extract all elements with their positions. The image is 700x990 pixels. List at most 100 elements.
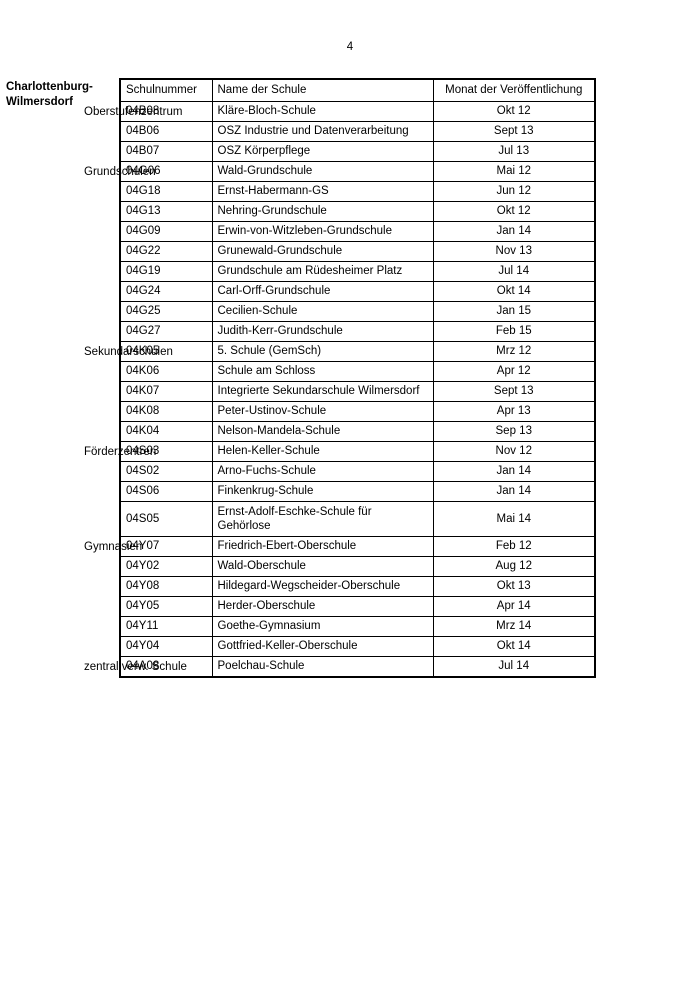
cell-school-name: OSZ Körperpflege <box>211 141 434 162</box>
cell-publication-month: Okt 14 <box>432 636 596 657</box>
cell-school-name: Peter-Ustinov-Schule <box>211 401 434 422</box>
table-row: 04G06 Wald-Grundschule Mai 12 <box>119 161 596 182</box>
cell-school-number: 04G27 <box>119 321 213 342</box>
table-and-labels: Charlottenburg- Wilmersdorf Schulnummer … <box>0 78 700 678</box>
table-row: 04S03 Helen-Keller-Schule Nov 12 <box>119 441 596 462</box>
cell-school-number: 04G09 <box>119 221 213 242</box>
cell-school-name: Poelchau-Schule <box>211 656 434 678</box>
table-row: 04Y04 Gottfried-Keller-Oberschule Okt 14 <box>119 636 596 657</box>
cell-school-name: Friedrich-Ebert-Oberschule <box>211 536 434 557</box>
table-row: 04G18 Ernst-Habermann-GS Jun 12 <box>119 181 596 202</box>
cell-school-number: 04Y05 <box>119 596 213 617</box>
table-row: 04K07 Integrierte Sekundarschule Wilmersd… <box>119 381 596 402</box>
column-header-school-number: Schulnummer <box>119 78 213 102</box>
table-row: 04Y05 Herder-Oberschule Apr 14 <box>119 596 596 617</box>
cell-publication-month: Apr 13 <box>432 401 596 422</box>
table-head: Schulnummer Name der Schule Monat der Ve… <box>119 78 596 102</box>
cell-school-number: 04B07 <box>119 141 213 162</box>
cell-publication-month: Mai 12 <box>432 161 596 182</box>
cell-school-name: Wald-Grundschule <box>211 161 434 182</box>
table-row: 04S02 Arno-Fuchs-Schule Jan 14 <box>119 461 596 482</box>
cell-school-name: Nehring-Grundschule <box>211 201 434 222</box>
cell-school-number: 04Y11 <box>119 616 213 637</box>
table-row: 04G24 Carl-Orff-Grundschule Okt 14 <box>119 281 596 302</box>
column-header-publication-month: Monat der Veröffentlichung <box>432 78 596 102</box>
school-table: Schulnummer Name der Schule Monat der Ve… <box>119 78 596 678</box>
table-row: 04K08 Peter-Ustinov-Schule Apr 13 <box>119 401 596 422</box>
table-row: 04Y07 Friedrich-Ebert-Oberschule Feb 12 <box>119 536 596 557</box>
cell-publication-month: Sept 13 <box>432 121 596 142</box>
cell-publication-month: Jul 13 <box>432 141 596 162</box>
cell-publication-month: Apr 14 <box>432 596 596 617</box>
category-label: Förderzentren <box>84 445 157 458</box>
table-row: 04G09 Erwin-von-Witzleben-Grundschule Jan … <box>119 221 596 242</box>
cell-publication-month: Mrz 14 <box>432 616 596 637</box>
cell-school-name: OSZ Industrie und Datenverarbeitung <box>211 121 434 142</box>
table-row: 04K04 Nelson-Mandela-Schule Sep 13 <box>119 421 596 442</box>
cell-school-number: 04K04 <box>119 421 213 442</box>
district-title: Charlottenburg- Wilmersdorf <box>6 80 93 109</box>
table-row: 04B06 OSZ Industrie und Datenverarbeitung… <box>119 121 596 142</box>
district-title-line-2: Wilmersdorf <box>6 95 73 108</box>
cell-school-number: 04Y04 <box>119 636 213 657</box>
cell-school-name: Grundschule am Rüdesheimer Platz <box>211 261 434 282</box>
cell-publication-month: Jul 14 <box>432 656 596 678</box>
cell-publication-month: Feb 12 <box>432 536 596 557</box>
cell-publication-month: Okt 13 <box>432 576 596 597</box>
cell-school-number: 04S05 <box>119 501 213 537</box>
cell-school-number: 04K07 <box>119 381 213 402</box>
table-row: 04Y08 Hildegard-Wegscheider-Oberschule Okt… <box>119 576 596 597</box>
table-row: 04S06 Finkenkrug-Schule Jan 14 <box>119 481 596 502</box>
category-label: Grundschulen <box>84 165 156 178</box>
table-body: 04B08 Kläre-Bloch-Schule Okt 12 04B06 OSZ In… <box>119 101 596 678</box>
cell-school-number: 04G24 <box>119 281 213 302</box>
school-table-holder: Schulnummer Name der Schule Monat der Ve… <box>119 78 596 678</box>
cell-school-number: 04Y02 <box>119 556 213 577</box>
district-title-line-1: Charlottenburg- <box>6 81 93 93</box>
category-label: Oberstufenzentrum <box>84 105 183 118</box>
cell-publication-month: Nov 13 <box>432 241 596 262</box>
cell-school-number: 04G25 <box>119 301 213 322</box>
category-label: zentral verw. Schule <box>84 660 187 673</box>
cell-publication-month: Aug 12 <box>432 556 596 577</box>
cell-school-name: Nelson-Mandela-Schule <box>211 421 434 442</box>
category-label: Sekundarschulen <box>84 345 173 358</box>
table-row: 04Y02 Wald-Oberschule Aug 12 <box>119 556 596 577</box>
cell-publication-month: Nov 12 <box>432 441 596 462</box>
table-row: 04G13 Nehring-Grundschule Okt 12 <box>119 201 596 222</box>
cell-school-name: Arno-Fuchs-Schule <box>211 461 434 482</box>
cell-school-number: 04G19 <box>119 261 213 282</box>
cell-school-name: Finkenkrug-Schule <box>211 481 434 502</box>
column-header-school-name: Name der Schule <box>211 78 434 102</box>
cell-school-name: Judith-Kerr-Grundschule <box>211 321 434 342</box>
cell-school-number: 04G18 <box>119 181 213 202</box>
cell-publication-month: Feb 15 <box>432 321 596 342</box>
table-row: 04S05 Ernst-Adolf-Eschke-Schule für Gehör… <box>119 501 596 537</box>
district-title-gutter: Charlottenburg- Wilmersdorf <box>0 78 119 678</box>
table-row: 04G19 Grundschule am Rüdesheimer Platz Jul… <box>119 261 596 282</box>
cell-school-number: 04S06 <box>119 481 213 502</box>
cell-publication-month: Jan 15 <box>432 301 596 322</box>
cell-school-name: Cecilien-Schule <box>211 301 434 322</box>
cell-school-number: 04S03 <box>119 441 213 462</box>
cell-publication-month: Jul 14 <box>432 261 596 282</box>
cell-school-name: Goethe-Gymnasium <box>211 616 434 637</box>
cell-publication-month: Jan 14 <box>432 461 596 482</box>
cell-school-number: 04G22 <box>119 241 213 262</box>
cell-publication-month: Okt 14 <box>432 281 596 302</box>
table-row: 04K06 Schule am Schloss Apr 12 <box>119 361 596 382</box>
cell-publication-month: Okt 12 <box>432 101 596 122</box>
cell-school-number: 04B08 <box>119 101 213 122</box>
cell-school-name: Helen-Keller-Schule <box>211 441 434 462</box>
table-row: 04G22 Grunewald-Grundschule Nov 13 <box>119 241 596 262</box>
cell-school-name: Grunewald-Grundschule <box>211 241 434 262</box>
table-row: 04G25 Cecilien-Schule Jan 15 <box>119 301 596 322</box>
table-row: 04B07 OSZ Körperpflege Jul 13 <box>119 141 596 162</box>
cell-school-name: Schule am Schloss <box>211 361 434 382</box>
cell-school-number: 04K06 <box>119 361 213 382</box>
cell-publication-month: Sep 13 <box>432 421 596 442</box>
cell-school-number: 04K08 <box>119 401 213 422</box>
cell-school-name: Hildegard-Wegscheider-Oberschule <box>211 576 434 597</box>
cell-school-name: Herder-Oberschule <box>211 596 434 617</box>
